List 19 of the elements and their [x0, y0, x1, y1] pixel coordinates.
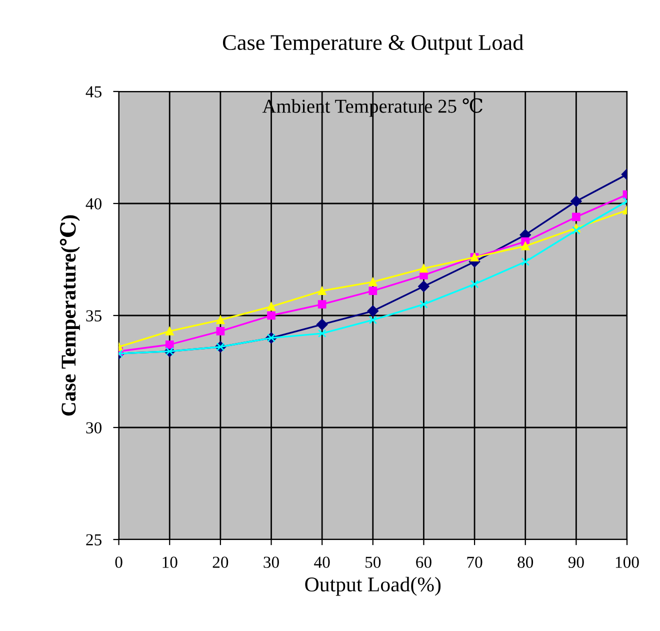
y-tick-label: 35: [86, 310, 102, 322]
y-tick-label: 40: [86, 198, 102, 210]
x-tick-label: 80: [518, 556, 534, 568]
y-tick-label: 45: [86, 86, 102, 98]
y-axis-title: Case Temperature(℃): [60, 215, 80, 416]
x-tick-label: 0: [115, 556, 122, 568]
x-tick-label: 50: [366, 556, 381, 568]
x-tick-label: 100: [616, 556, 639, 568]
y-tick-label: 30: [86, 422, 102, 434]
x-tick-label: 70: [467, 556, 482, 568]
x-tick-label: 20: [212, 556, 228, 568]
x-tick-label: 10: [162, 556, 178, 568]
y-tick-label: 25: [86, 534, 102, 546]
chart-title: Case Temperature & Output Load: [222, 34, 524, 55]
x-tick-label: 60: [416, 556, 432, 568]
x-tick-label: 40: [314, 556, 330, 568]
x-tick-label: 30: [264, 556, 279, 568]
x-axis-title: Output Load(%): [305, 576, 441, 596]
x-tick-label: 90: [568, 556, 584, 568]
